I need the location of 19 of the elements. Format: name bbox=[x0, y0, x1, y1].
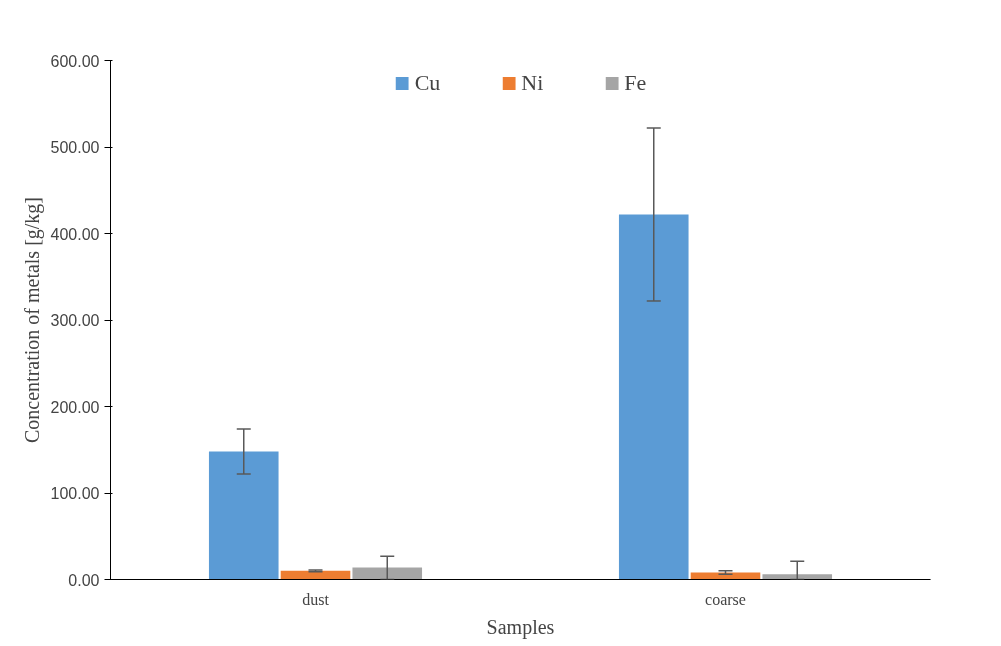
y-tick-label: 500.00 bbox=[50, 139, 100, 156]
y-tick-label: 0.00 bbox=[68, 571, 100, 589]
legend-label: Ni bbox=[521, 70, 544, 96]
y-tick-label: 400.00 bbox=[50, 225, 100, 243]
y-tick-label: 200.00 bbox=[50, 398, 100, 416]
y-tick-label: 300.00 bbox=[50, 312, 100, 329]
legend-label: Fe bbox=[624, 70, 647, 96]
bar bbox=[208, 451, 279, 580]
legend-label: Cu bbox=[414, 70, 441, 96]
y-tick-label: 100.00 bbox=[50, 485, 100, 502]
x-tick-label: dust bbox=[302, 590, 330, 608]
bar bbox=[280, 570, 351, 580]
x-tick-label: coarse bbox=[705, 590, 746, 608]
bar bbox=[352, 567, 423, 580]
y-axis-title: Concentration of metals [g/kg] bbox=[20, 196, 44, 444]
bar bbox=[618, 214, 689, 580]
bar bbox=[762, 574, 833, 580]
x-axis-title: Samples bbox=[486, 615, 555, 639]
y-tick-label: 600.00 bbox=[50, 52, 100, 70]
